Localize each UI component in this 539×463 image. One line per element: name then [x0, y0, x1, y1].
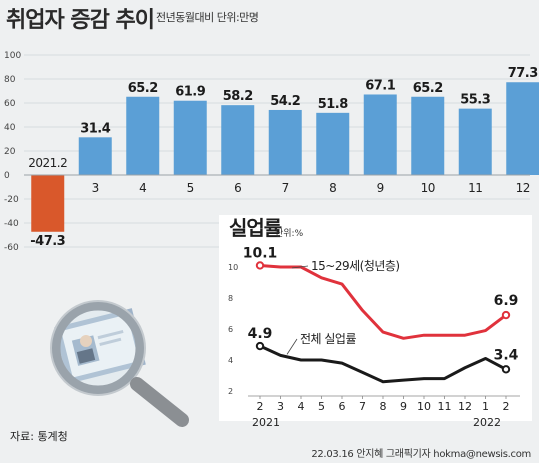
x-tick-label: 12: [458, 400, 472, 413]
bar: [363, 94, 397, 175]
bar: [506, 82, 539, 175]
year-label: 2022: [473, 416, 501, 429]
bar: [78, 137, 112, 175]
y-tick-label: 0: [4, 171, 10, 181]
bar-value-label: 54.2: [270, 94, 300, 109]
category-label: 4: [139, 181, 146, 195]
callout-line: [286, 338, 298, 355]
bar-value-label: 65.2: [413, 81, 443, 96]
x-tick-label: 1: [482, 400, 489, 413]
category-label: 5: [187, 181, 194, 195]
bar-value-label: 51.8: [318, 97, 349, 112]
x-tick-label: 6: [339, 400, 346, 413]
series-start-label: 4.9: [248, 326, 273, 342]
category-label: 10: [421, 181, 435, 195]
x-tick-label: 4: [298, 400, 305, 413]
y-tick-label: 40: [4, 123, 16, 133]
series-line: [259, 344, 507, 384]
start-point: [255, 341, 265, 351]
bar-value-label: 67.1: [365, 78, 396, 93]
x-tick-label: 8: [380, 400, 387, 413]
end-point: [501, 310, 511, 320]
x-tick-label: 11: [438, 400, 452, 413]
start-point: [255, 261, 265, 270]
bar-value-label: 55.3: [460, 93, 491, 108]
bar: [316, 112, 350, 175]
series-end-label: 3.4: [494, 347, 519, 363]
series-name-label: 전체 실업률: [300, 332, 356, 346]
x-tick-label: 2: [503, 400, 510, 413]
callout-line: [291, 265, 309, 269]
y-tick-label: 8: [228, 294, 233, 303]
y-tick-label: 80: [4, 75, 16, 85]
y-tick-label: 100: [4, 51, 21, 61]
series-end-label: 6.9: [494, 293, 519, 309]
category-label: 12: [516, 181, 530, 195]
unemployment-title: 실업률: [229, 216, 282, 240]
y-tick-label: 20: [4, 147, 16, 157]
unemployment-unit: 단위:%: [275, 229, 304, 239]
y-tick-label: 2: [228, 387, 233, 396]
x-tick-label: 10: [417, 400, 431, 413]
category-label: 2021.2: [28, 156, 67, 170]
category-label: 9: [377, 181, 384, 195]
x-tick-label: 7: [359, 400, 366, 413]
y-tick-label: 6: [228, 325, 233, 334]
series-start-label: 10.1: [243, 245, 278, 261]
category-label: 7: [282, 181, 289, 195]
bar-value-label: 61.9: [175, 85, 206, 100]
category-label: 6: [234, 181, 241, 195]
category-label: 8: [329, 181, 336, 195]
credit-note: 22.03.16 안지혜 그래픽기자 hokma@newsis.com: [311, 449, 531, 460]
bar-value-label: 65.2: [128, 81, 158, 96]
bar: [268, 109, 302, 175]
x-tick-label: 3: [277, 400, 284, 413]
category-label: 3: [92, 181, 99, 195]
y-tick-label: -40: [4, 219, 19, 229]
x-tick-label: 2: [257, 400, 264, 413]
bar-value-label: 31.4: [80, 121, 111, 136]
source-note: 자료: 통계청: [10, 430, 68, 443]
bar-value-label: 58.2: [223, 89, 253, 104]
y-tick-label: -60: [4, 243, 19, 253]
series-name-label: 15~29세(청년층): [311, 259, 400, 273]
x-tick-label: 5: [318, 400, 325, 413]
bar: [173, 100, 207, 175]
y-tick-label: 60: [4, 99, 16, 109]
bar: [31, 175, 65, 232]
unemployment-panel: [219, 215, 532, 421]
x-tick-label: 9: [400, 400, 407, 413]
bar-value-label: 77.3: [508, 66, 539, 81]
bar: [411, 96, 445, 175]
y-tick-label: 4: [228, 356, 233, 365]
year-label: 2021: [252, 416, 280, 429]
category-label: 11: [468, 181, 482, 195]
series-line: [259, 263, 507, 340]
chart-subtitle: 전년동월대비 단위:만명: [156, 11, 259, 24]
chart-title: 취업자 증감 추이: [6, 8, 155, 33]
y-tick-label: -20: [4, 195, 19, 205]
bar-value-label: -47.3: [30, 234, 65, 249]
end-point: [501, 365, 511, 374]
bar: [458, 108, 492, 175]
y-tick-label: 10: [228, 263, 238, 272]
bar: [221, 105, 255, 175]
bar: [126, 96, 160, 175]
